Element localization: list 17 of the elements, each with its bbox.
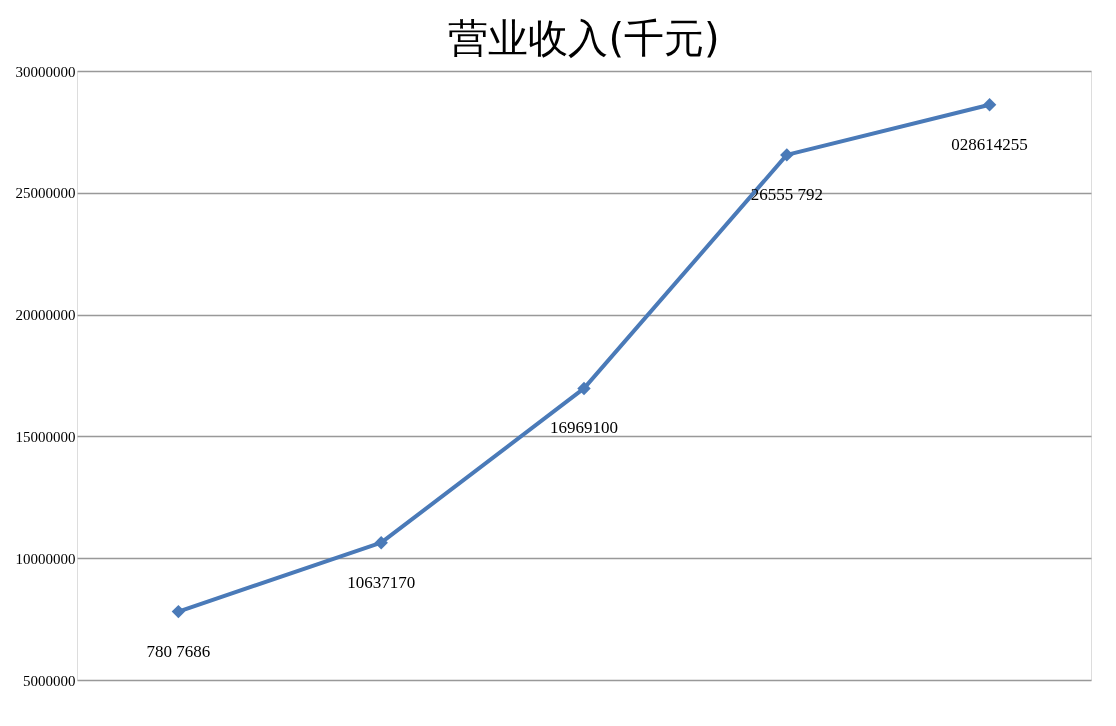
text: 10637170 xyxy=(347,572,416,592)
point xyxy=(171,604,186,619)
y-tick-label: 15000000 xyxy=(15,428,76,445)
y-tick-label: 20000000 xyxy=(15,307,76,324)
text: 028614255 xyxy=(951,134,1028,154)
text: 26555 792 xyxy=(750,184,823,204)
point xyxy=(577,381,591,396)
text: 16969100 xyxy=(550,418,618,438)
point xyxy=(780,148,794,162)
text: 780 7686 xyxy=(146,641,211,661)
chart-title: 营业收入(千元) xyxy=(448,15,720,61)
y-tick-label: 30000000 xyxy=(15,63,76,80)
point xyxy=(982,98,997,112)
point xyxy=(374,535,388,550)
y-tick-label: 5000000 xyxy=(23,672,76,689)
y-tick-label: 25000000 xyxy=(15,185,76,202)
y-tick-label: 10000000 xyxy=(15,550,76,567)
